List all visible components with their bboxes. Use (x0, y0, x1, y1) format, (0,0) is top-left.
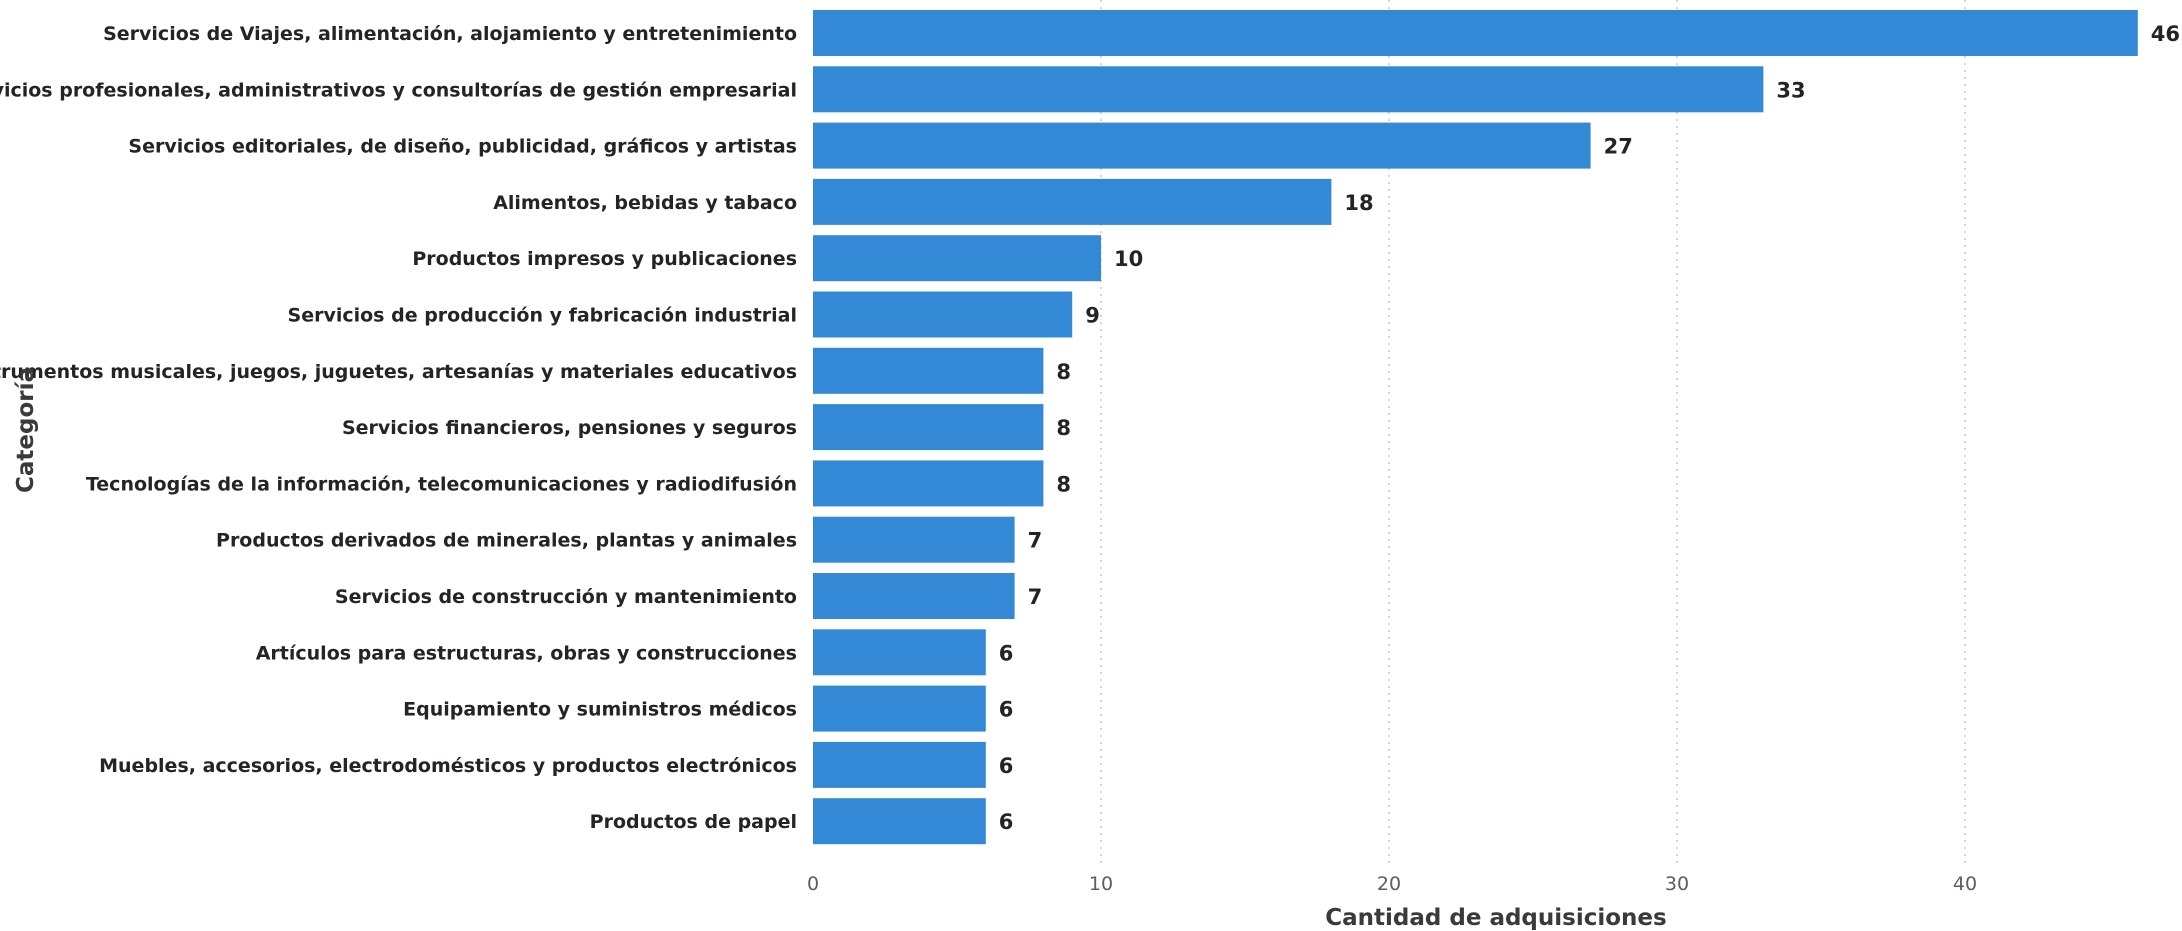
data-label: 46 (2151, 22, 2180, 46)
category-label: Servicios de Viajes, alimentación, aloja… (103, 23, 797, 45)
bar[interactable] (813, 235, 1101, 281)
data-label: 18 (1344, 191, 1373, 215)
bar[interactable] (813, 123, 1591, 169)
data-label: 7 (1028, 529, 1043, 553)
data-label: 33 (1776, 78, 1805, 102)
bar[interactable] (813, 686, 986, 732)
category-label: Servicios de construcción y mantenimient… (335, 586, 797, 608)
data-label: 27 (1604, 135, 1633, 159)
category-label: Productos derivados de minerales, planta… (216, 530, 797, 552)
category-label: Servicios editoriales, de diseño, public… (128, 136, 797, 158)
bar[interactable] (813, 517, 1015, 563)
data-label: 8 (1056, 472, 1071, 496)
x-tick-label: 20 (1377, 873, 1401, 895)
x-tick-label: 10 (1089, 873, 1113, 895)
category-label: Servicios financieros, pensiones y segur… (342, 417, 797, 439)
y-axis-title: Categoría (13, 367, 39, 493)
category-labels: Servicios de Viajes, alimentación, aloja… (0, 23, 797, 833)
category-label: Servicios de producción y fabricación in… (288, 305, 797, 327)
x-tick-label: 0 (807, 873, 819, 895)
data-label: 8 (1056, 416, 1071, 440)
x-tick-label: 40 (1953, 873, 1977, 895)
category-label: Productos de papel (590, 811, 797, 833)
data-label: 10 (1114, 247, 1143, 271)
bar[interactable] (813, 348, 1043, 394)
bar[interactable] (813, 460, 1043, 506)
bar[interactable] (813, 404, 1043, 450)
category-label: Instrumentos musicales, juegos, juguetes… (0, 361, 797, 383)
bar[interactable] (813, 629, 986, 675)
category-label: Muebles, accesorios, electrodomésticos y… (99, 755, 797, 777)
data-label: 6 (999, 810, 1014, 834)
category-label: Equipamiento y suministros médicos (403, 699, 797, 721)
bar[interactable] (813, 292, 1072, 338)
data-label: 7 (1028, 585, 1043, 609)
x-tick-label: 30 (1665, 873, 1689, 895)
bar[interactable] (813, 798, 986, 844)
category-label: Servicios profesionales, administrativos… (0, 79, 797, 101)
category-label: Tecnologías de la información, telecomun… (86, 473, 797, 495)
bar[interactable] (813, 573, 1015, 619)
data-label: 6 (999, 698, 1014, 722)
data-label: 8 (1056, 360, 1071, 384)
data-label: 6 (999, 641, 1014, 665)
x-axis-title: Cantidad de adquisiciones (1325, 905, 1666, 931)
bar[interactable] (813, 66, 1763, 112)
data-label: 6 (999, 754, 1014, 778)
data-label: 9 (1085, 304, 1100, 328)
bar[interactable] (813, 10, 2138, 56)
category-label: Artículos para estructuras, obras y cons… (256, 642, 797, 664)
bar[interactable] (813, 179, 1331, 225)
x-axis-ticks: 0 10 20 30 40 (807, 873, 1977, 895)
bar[interactable] (813, 742, 986, 788)
category-label: Productos impresos y publicaciones (412, 248, 797, 270)
category-label: Alimentos, bebidas y tabaco (493, 192, 797, 214)
